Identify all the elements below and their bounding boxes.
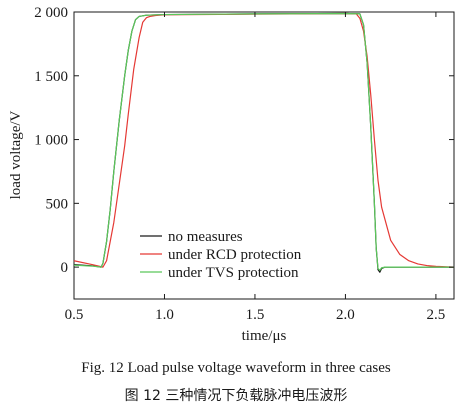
tick-layer: 0.5 1.0 1.5 2.0 2.5 0 500 1 000 1 500 2 000 xyxy=(34,5,454,323)
plot-frame xyxy=(73,11,455,300)
y-tick-label: 0 xyxy=(61,260,69,276)
x-tick-label: 1.5 xyxy=(246,307,265,323)
y-tick-label: 500 xyxy=(46,196,69,212)
y-tick-label: 1 500 xyxy=(34,69,68,85)
legend-label-1: no measures xyxy=(168,229,243,245)
legend-label-2: under RCD protection xyxy=(168,247,302,263)
series-line-1 xyxy=(73,12,454,273)
figure-caption-english: Fig. 12 Load pulse voltage waveform in t… xyxy=(81,360,391,376)
x-axis-label: time/μs xyxy=(242,328,287,344)
y-tick-label: 2 000 xyxy=(34,5,68,21)
series-line-2 xyxy=(73,12,455,268)
x-tick-label: 1.0 xyxy=(155,307,174,323)
series-layer xyxy=(73,12,455,273)
chart: 0.5 1.0 1.5 2.0 2.5 0 500 1 000 1 500 2 000 time/… xyxy=(8,5,455,344)
x-tick-label: 0.5 xyxy=(65,307,84,323)
y-tick-label: 1 000 xyxy=(34,133,68,149)
figure-caption-chinese: 图 12 三种情况下负载脉冲电压波形 xyxy=(124,388,348,404)
y-axis-label: load voltage/V xyxy=(8,110,24,199)
legend: no measures under RCD protection under TVS… xyxy=(140,229,302,281)
x-tick-label: 2.0 xyxy=(336,307,355,323)
legend-label-3: under TVS protection xyxy=(168,265,299,281)
series-line-3 xyxy=(73,12,454,271)
x-tick-label: 2.5 xyxy=(427,307,446,323)
